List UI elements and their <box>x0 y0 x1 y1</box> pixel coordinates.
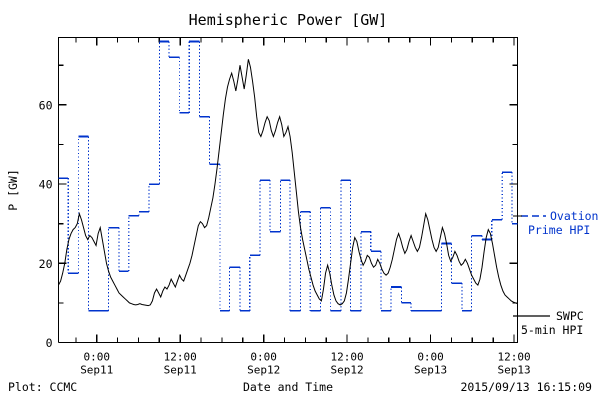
series-swpc-5min-hpi <box>58 59 518 307</box>
y-axis-label: P [GW] <box>6 169 20 211</box>
series-ovation-prime-hpi <box>58 40 518 312</box>
plot-frame <box>57 36 519 344</box>
x-tick-label-time: 0:00 <box>250 351 277 364</box>
legend-label-swpc-line1: SWPC <box>556 309 584 323</box>
x-tick-label-time: 0:00 <box>84 351 111 364</box>
y-tick-label: 20 <box>39 257 53 271</box>
x-tick-label-time: 0:00 <box>417 351 444 364</box>
y-axis-ticks: 0 20 40 60 <box>39 64 518 350</box>
x-axis-tick-labels: 0:00Sep1112:00Sep110:00Sep1212:00Sep120:… <box>80 351 530 377</box>
footer-center-axis-title: Date and Time <box>243 380 333 394</box>
legend-label-ovation-line2: Prime HPI <box>528 223 590 237</box>
y-tick-label: 60 <box>39 98 53 112</box>
x-tick-label-date: Sep13 <box>497 364 530 377</box>
x-tick-label-time: 12:00 <box>331 351 364 364</box>
y-tick-label: 0 <box>46 336 53 350</box>
x-tick-label-date: Sep12 <box>247 364 280 377</box>
x-axis-ticks <box>75 37 515 343</box>
x-tick-label-date: Sep13 <box>414 364 447 377</box>
x-tick-label-date: Sep11 <box>164 364 197 377</box>
legend-label-ovation-line1: Ovation <box>550 209 598 223</box>
page-title: Hemispheric Power [GW] <box>189 11 388 29</box>
x-tick-label-date: Sep11 <box>80 364 113 377</box>
x-tick-label-date: Sep12 <box>331 364 364 377</box>
axis-frame <box>57 36 519 344</box>
y-tick-label: 40 <box>39 178 53 192</box>
x-tick-label-time: 12:00 <box>164 351 197 364</box>
legend-label-swpc-line2: 5-min HPI <box>521 323 583 337</box>
footer-right-timestamp: 2015/09/13 16:15:09 <box>460 380 592 394</box>
legend: Ovation Prime HPI SWPC 5-min HPI <box>513 209 598 337</box>
x-tick-label-time: 12:00 <box>497 351 530 364</box>
footer-left: Plot: CCMC <box>8 380 77 394</box>
